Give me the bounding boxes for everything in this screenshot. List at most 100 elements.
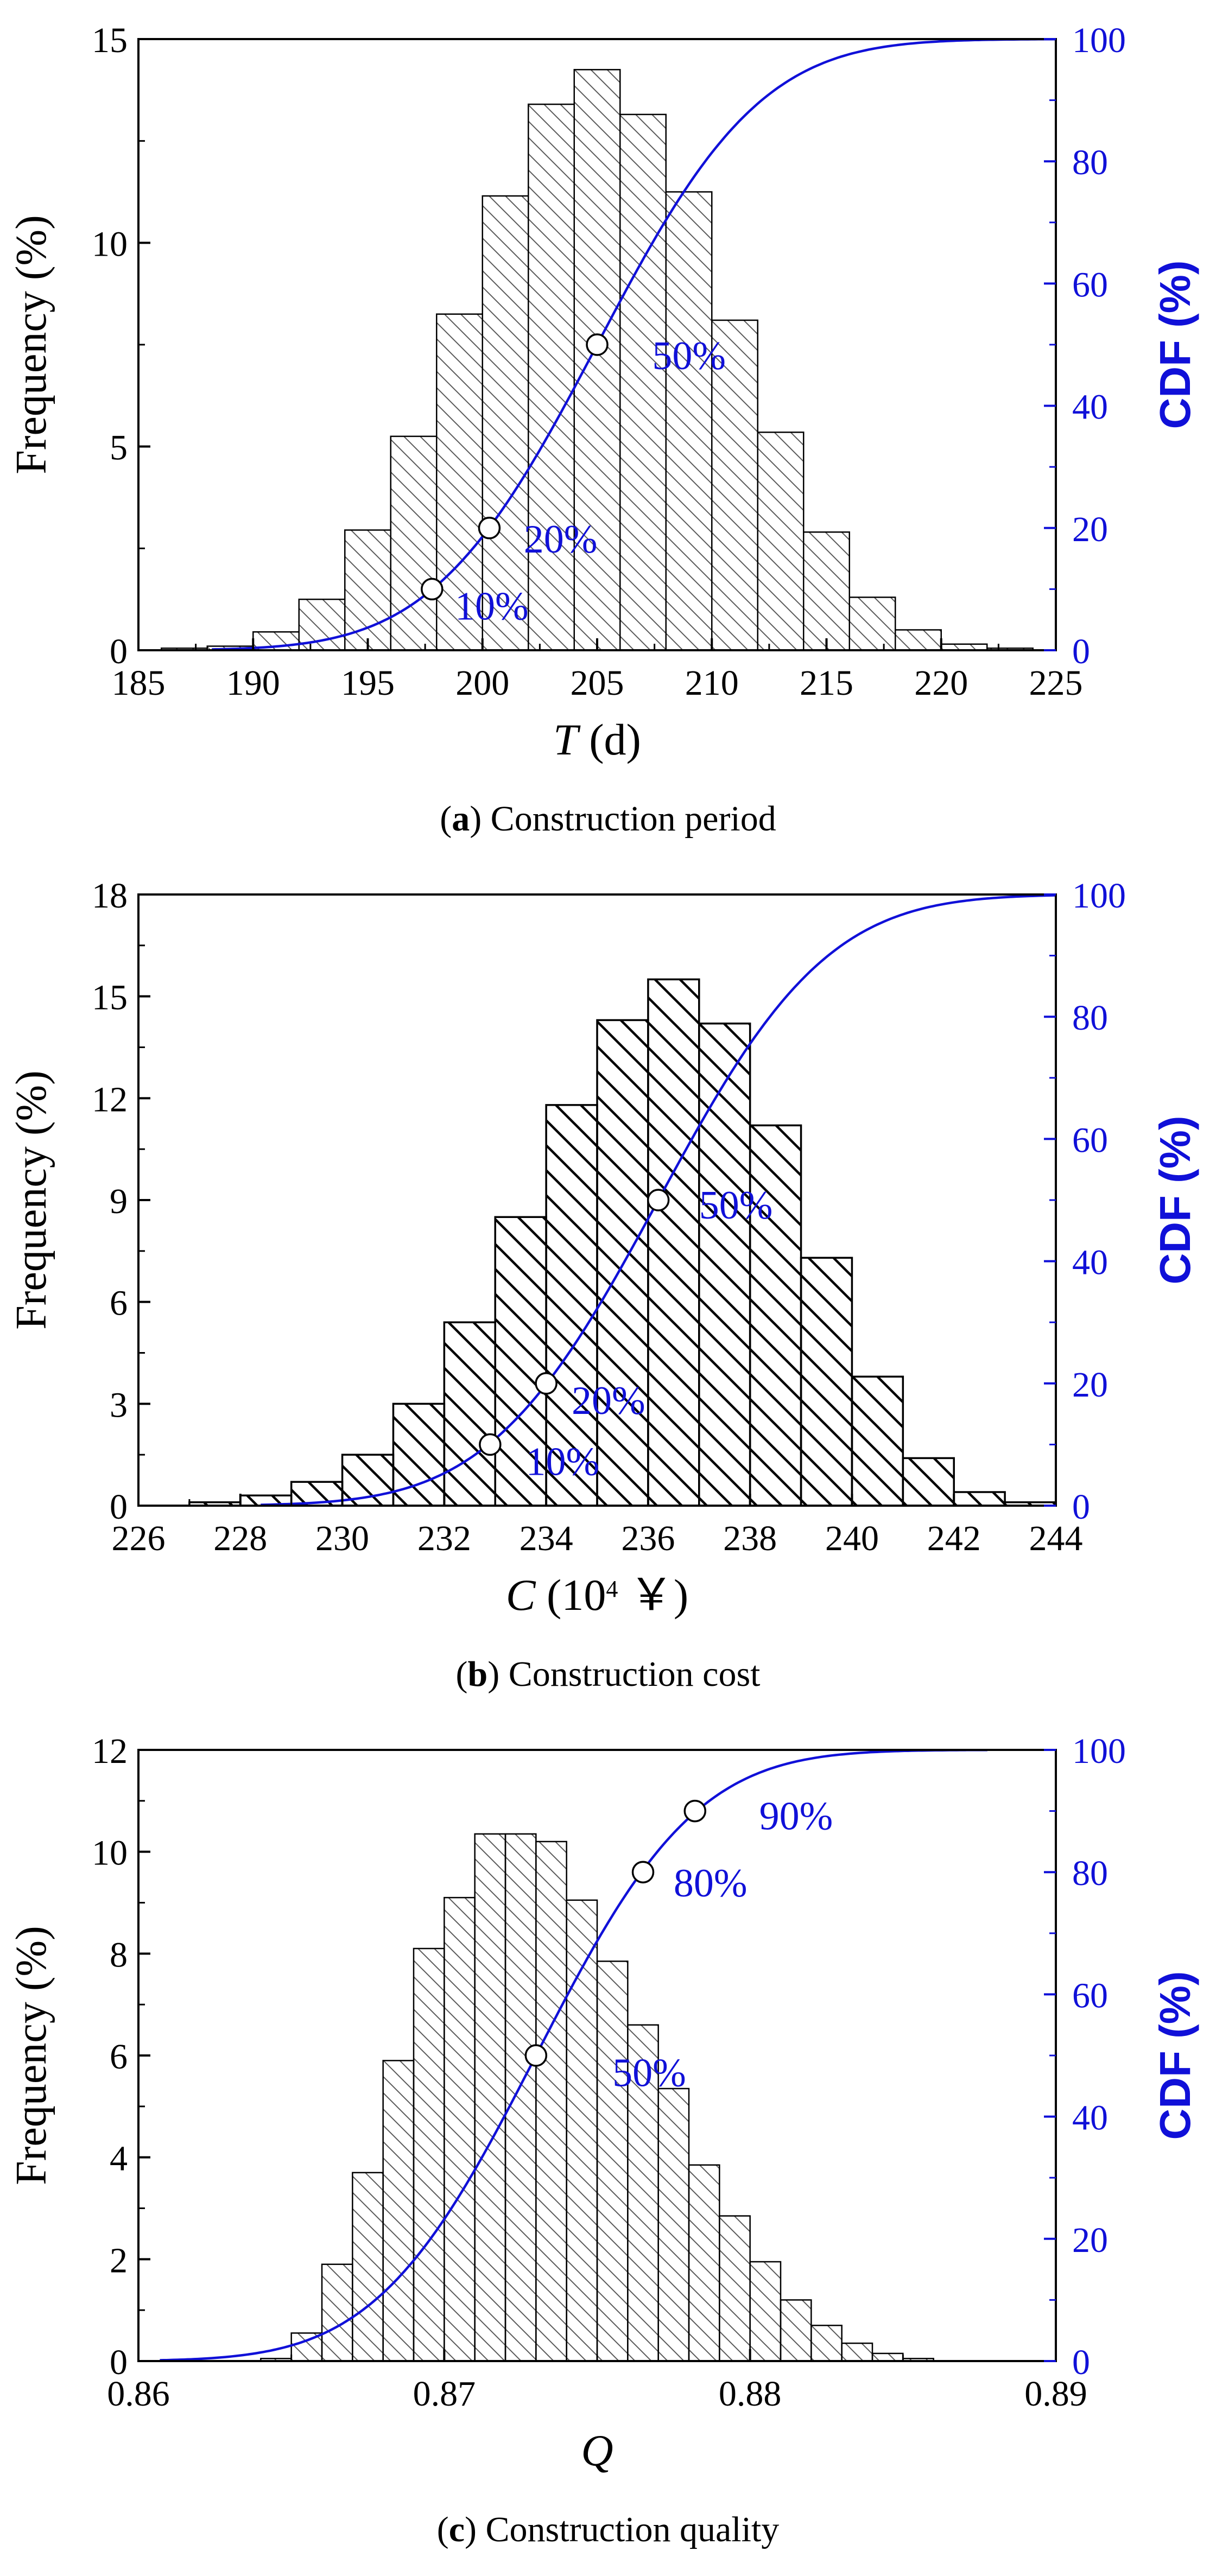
panel-letter: a: [452, 799, 470, 839]
histogram-bar: [953, 1491, 1006, 1507]
y-axis-ticks: 0 2 4 6 8 10 12: [92, 1731, 150, 2382]
x-tick-label: 0.87: [413, 2374, 476, 2414]
y2-tick-label: 60: [1072, 265, 1108, 304]
x-axis-symbol: Q: [581, 2426, 613, 2475]
histogram-bar: [443, 1321, 496, 1507]
x-tick-label: 234: [520, 1519, 573, 1558]
x-axis-ticks: 185 190 195 200 205 210 215 220 225: [112, 638, 1083, 703]
cdf-series: 10% 20% 50%: [212, 37, 1056, 651]
caption-text: Construction quality: [485, 2510, 779, 2549]
histogram-bar: [528, 103, 575, 651]
x-tick-label: 200: [455, 663, 509, 703]
panel-caption: (c) Construction quality: [437, 2510, 780, 2549]
y2-tick-label: 80: [1072, 143, 1108, 182]
histogram-bar: [444, 1896, 476, 2362]
x-tick-label: 244: [1029, 1519, 1083, 1558]
y-axis-label: Frequency (%): [8, 215, 55, 474]
cdf-percentile-label: 50%: [612, 2051, 686, 2095]
x-tick-label: 195: [341, 663, 395, 703]
y-tick-label: 6: [110, 1284, 128, 1323]
y-tick-label: 0: [110, 2343, 128, 2382]
cdf-percentile-label: 10%: [455, 585, 529, 629]
histogram-bar: [871, 2352, 904, 2362]
y-tick-label: 2: [110, 2241, 128, 2280]
histogram-bar: [390, 435, 438, 651]
histogram-bar: [596, 1960, 629, 2362]
caption-text: Construction cost: [509, 1654, 761, 1694]
cdf-curve: [160, 1748, 987, 2362]
cdf-marker: [683, 1799, 707, 1823]
y-axis-ticks: 0 3 6 9 12 15 18: [92, 876, 150, 1527]
histogram-bar: [800, 1257, 853, 1507]
x-tick-label: 0.86: [107, 2374, 170, 2414]
x-tick-label: 232: [417, 1519, 471, 1558]
cdf-percentile-label: 20%: [572, 1379, 645, 1423]
panel-construction-cost: 10% 20% 50% 226 228 230 232 234 236 238 240 242 244…: [8, 876, 1199, 1694]
histogram-bar: [627, 2024, 659, 2362]
x-tick-label: 220: [914, 663, 968, 703]
cdf-marker: [647, 1189, 670, 1211]
y2-tick-label: 20: [1072, 510, 1108, 549]
histogram-bar: [344, 529, 391, 651]
y-tick-label: 3: [110, 1385, 128, 1425]
y-tick-label: 0: [110, 1487, 128, 1527]
histogram-bar: [749, 2261, 782, 2362]
histogram-bar: [757, 432, 805, 651]
histogram-bar: [545, 1104, 598, 1507]
cdf-marker: [479, 1433, 502, 1456]
cdf-percentile-label: 80%: [674, 1861, 748, 1906]
histogram-bar: [382, 2060, 415, 2362]
histogram-bar: [504, 1833, 537, 2362]
histogram-bar: [895, 629, 942, 651]
y-tick-label: 12: [92, 1731, 128, 1771]
y2-axis-label: CDF (%): [1151, 1115, 1199, 1284]
y2-tick-label: 40: [1072, 1243, 1108, 1283]
histogram-bars: [188, 978, 1057, 1507]
y2-axis-label: CDF (%): [1151, 1971, 1199, 2140]
cdf-marker: [478, 517, 501, 540]
histogram-bar: [566, 1899, 598, 2362]
y2-tick-label: 0: [1072, 1487, 1090, 1527]
y2-axis-ticks: 0 20 40 60 80 100: [1044, 21, 1126, 671]
histogram-bar: [352, 2172, 384, 2362]
y-tick-label: 10: [92, 1833, 128, 1873]
x-tick-label: 190: [226, 663, 280, 703]
panel-letter: c: [449, 2510, 465, 2549]
y2-tick-label: 60: [1072, 1120, 1108, 1160]
histogram-bar: [436, 313, 483, 651]
y-tick-label: 8: [110, 1935, 128, 1975]
x-tick-label: 215: [800, 663, 853, 703]
x-tick-label: 205: [571, 663, 624, 703]
y-tick-label: 10: [92, 224, 128, 264]
histogram-bar: [749, 1124, 802, 1507]
x-axis-ticks: 226 228 230 232 234 236 238 240 242 244: [112, 1494, 1083, 1558]
x-tick-label: 236: [621, 1519, 675, 1558]
cdf-marker: [524, 2044, 548, 2067]
x-axis-unit: (d): [578, 715, 641, 764]
x-axis-symbol: C: [506, 1570, 536, 1620]
histogram-bar: [803, 531, 850, 651]
y-axis-label: Frequency (%): [8, 1070, 55, 1330]
histogram-bar: [482, 195, 529, 651]
histogram-bar: [573, 69, 621, 651]
histogram-bar: [780, 2299, 812, 2362]
x-tick-label: 238: [723, 1519, 777, 1558]
y-tick-label: 15: [92, 21, 128, 60]
y2-tick-label: 40: [1072, 2098, 1108, 2138]
y2-axis-label: CDF (%): [1151, 260, 1199, 429]
y-tick-label: 9: [110, 1182, 128, 1221]
y2-tick-label: 80: [1072, 998, 1108, 1038]
caption-text: Construction period: [491, 799, 776, 839]
x-axis-label: C (104 ￥): [506, 1570, 688, 1620]
panel-construction-quality: 50% 80%90% 0.86 0.87 0.88 0.89 0 2 4 6 8 10 12 0 20…: [8, 1731, 1199, 2549]
panel-caption: (a) Construction period: [440, 799, 776, 839]
y-tick-label: 0: [110, 632, 128, 671]
y2-tick-label: 80: [1072, 1854, 1108, 1893]
y-tick-label: 18: [92, 876, 128, 916]
x-tick-label: 185: [112, 663, 166, 703]
y2-tick-label: 20: [1072, 1365, 1108, 1405]
x-tick-label: 228: [213, 1519, 267, 1558]
x-tick-label: 240: [825, 1519, 879, 1558]
y-tick-label: 4: [110, 2139, 128, 2179]
histogram-bar: [810, 2325, 843, 2362]
